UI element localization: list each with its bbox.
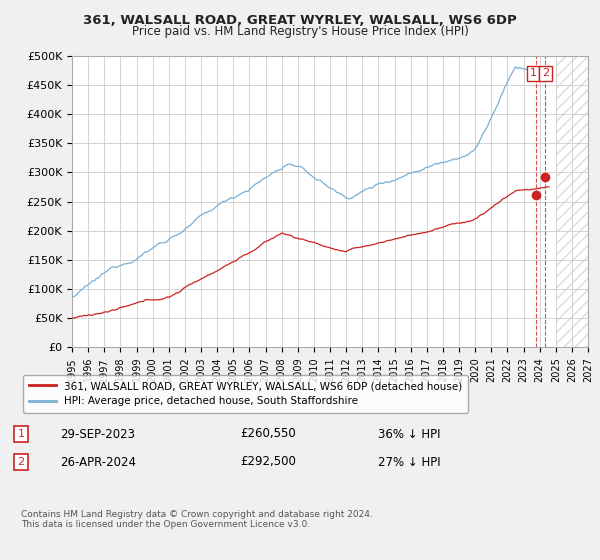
Legend: 361, WALSALL ROAD, GREAT WYRLEY, WALSALL, WS6 6DP (detached house), HPI: Average: 361, WALSALL ROAD, GREAT WYRLEY, WALSALL…: [23, 375, 469, 413]
Text: 2: 2: [542, 68, 549, 78]
Text: 1: 1: [530, 68, 536, 78]
Text: 27% ↓ HPI: 27% ↓ HPI: [378, 455, 440, 469]
Text: Price paid vs. HM Land Registry's House Price Index (HPI): Price paid vs. HM Land Registry's House …: [131, 25, 469, 38]
Text: 2: 2: [17, 457, 25, 467]
Text: £292,500: £292,500: [240, 455, 296, 469]
Text: 361, WALSALL ROAD, GREAT WYRLEY, WALSALL, WS6 6DP: 361, WALSALL ROAD, GREAT WYRLEY, WALSALL…: [83, 14, 517, 27]
Text: Contains HM Land Registry data © Crown copyright and database right 2024.
This d: Contains HM Land Registry data © Crown c…: [21, 510, 373, 529]
Bar: [556, 56, 588, 347]
Text: 36% ↓ HPI: 36% ↓ HPI: [378, 427, 440, 441]
Text: £260,550: £260,550: [240, 427, 296, 441]
Text: 1: 1: [17, 429, 25, 439]
Text: 26-APR-2024: 26-APR-2024: [60, 455, 136, 469]
Text: 29-SEP-2023: 29-SEP-2023: [60, 427, 135, 441]
